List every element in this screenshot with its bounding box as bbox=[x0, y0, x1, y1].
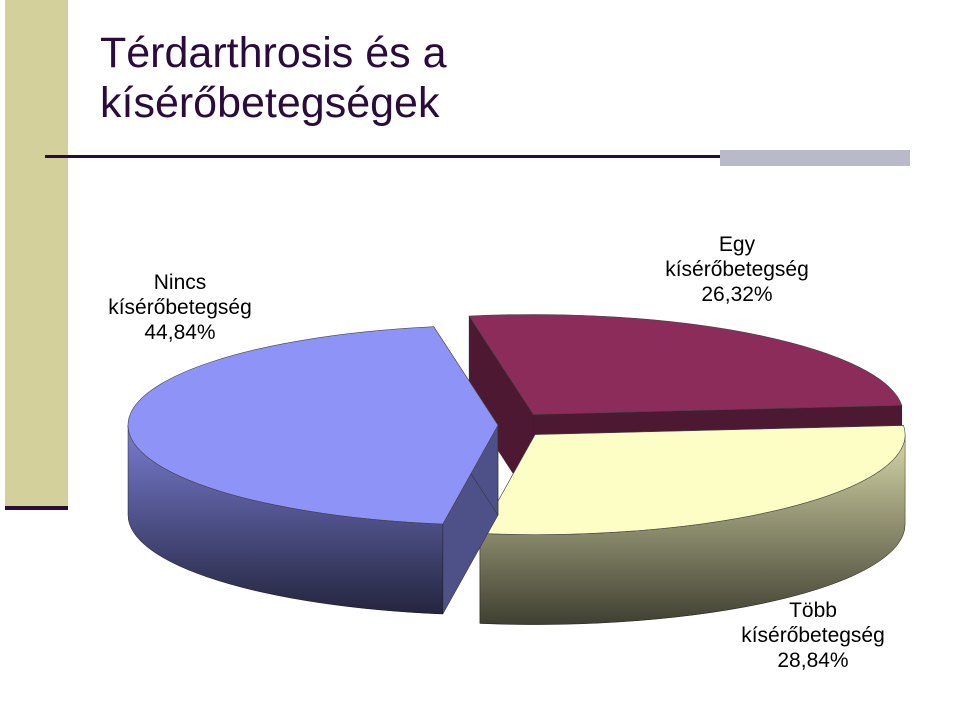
title-bar bbox=[720, 150, 910, 166]
side-strip bbox=[5, 0, 68, 510]
title: Térdarthrosis és a kísérőbetegségek bbox=[100, 29, 447, 127]
slice-side-shade bbox=[479, 434, 906, 625]
title-rule bbox=[45, 155, 910, 158]
slice bbox=[127, 326, 499, 525]
value-label: 26,32% bbox=[701, 283, 773, 306]
slice-label: Egy kísérőbetegség bbox=[665, 233, 809, 281]
pie bbox=[127, 314, 906, 625]
slice bbox=[468, 314, 903, 415]
value-label: 28,84% bbox=[777, 649, 849, 672]
value-label: 44,84% bbox=[144, 321, 216, 344]
slice-label: Több kísérőbetegség bbox=[741, 599, 885, 647]
slice-label: Nincs kísérőbetegség bbox=[108, 271, 252, 319]
slice-side-shade bbox=[128, 425, 443, 615]
slice bbox=[479, 425, 906, 535]
slice-wall-shade bbox=[469, 316, 534, 505]
strip-edge bbox=[5, 506, 68, 510]
